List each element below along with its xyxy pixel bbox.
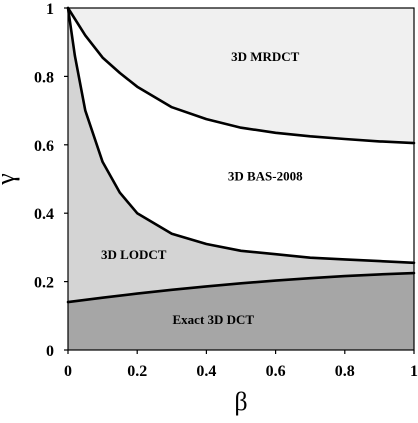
region-lodct — [68, 8, 414, 303]
x-tick-label: 0.4 — [196, 363, 216, 380]
plot-frame — [67, 7, 415, 351]
region-label-mrdct: 3D MRDCT — [231, 49, 300, 64]
x-axis-title: β — [234, 387, 247, 416]
ticks-layer: 0 0.2 0.4 0.6 0.8 1 0 0.2 0.4 0.6 0.8 1 — [34, 1, 418, 380]
y-axis-title: γ — [0, 173, 20, 186]
y-tick-label: 0.2 — [34, 275, 54, 292]
x-tick-label: 0 — [64, 363, 72, 380]
y-tick-label: 0.6 — [34, 138, 54, 155]
boundary-upper-line — [66, 6, 416, 145]
x-tick-label: 0.6 — [266, 363, 286, 380]
y-tick-label: 0 — [46, 343, 54, 360]
region-label-bas: 3D BAS-2008 — [228, 169, 303, 184]
region-label-exact: Exact 3D DCT — [173, 312, 255, 327]
x-tick-label: 1 — [410, 363, 418, 380]
y-tick-label: 1 — [46, 1, 54, 18]
y-tick-label: 0.8 — [34, 69, 54, 86]
region-label-lodct: 3D LODCT — [101, 247, 167, 262]
boundary-middle-line — [66, 6, 416, 265]
x-tick-label: 0.8 — [335, 363, 355, 380]
curves-layer — [66, 6, 416, 304]
y-tick-label: 0.4 — [34, 206, 54, 223]
region-mrdct — [68, 8, 414, 144]
x-tick-label: 0.2 — [127, 363, 147, 380]
region-labels-layer: 3D MRDCT 3D BAS-2008 3D LODCT Exact 3D DCT — [101, 49, 303, 327]
boundary-lower-line — [66, 271, 416, 304]
